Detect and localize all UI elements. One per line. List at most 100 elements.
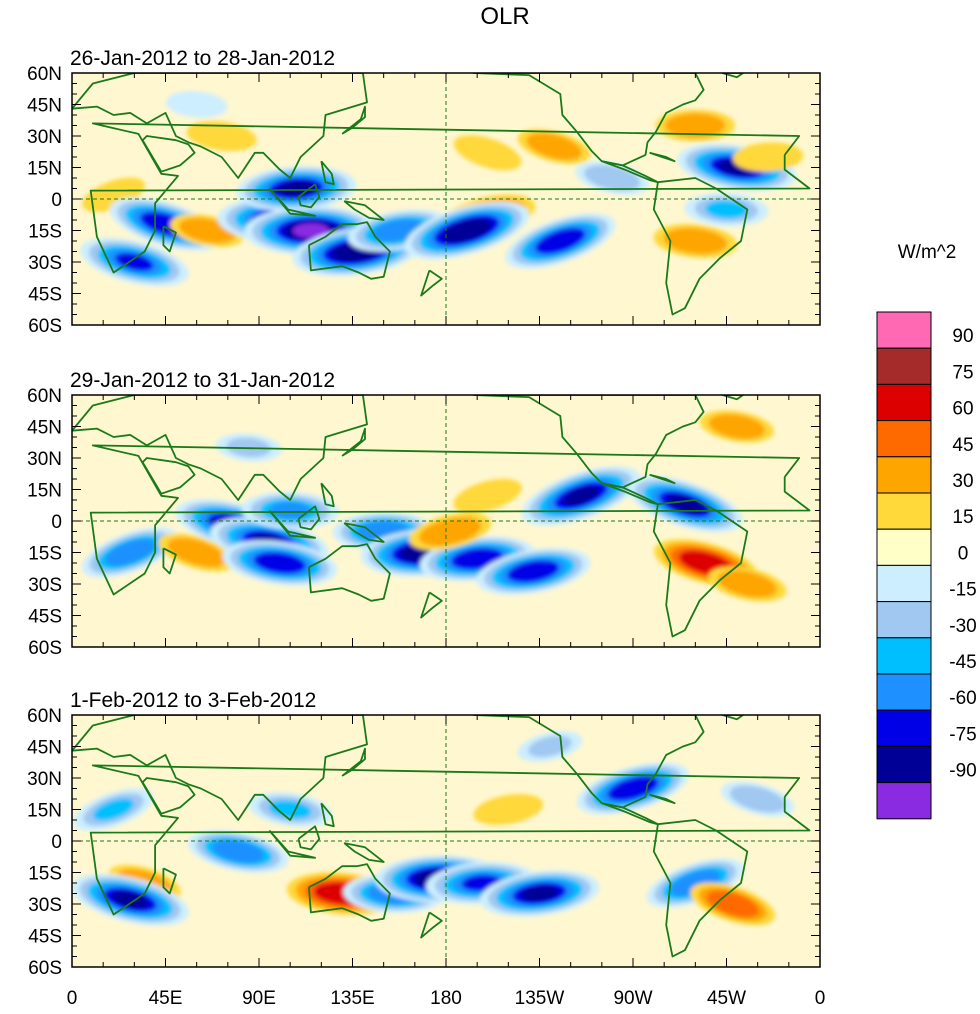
coastline-namerica xyxy=(472,395,705,489)
anomaly-feature xyxy=(332,512,435,551)
anomaly-contour xyxy=(459,551,495,567)
coastline-australia xyxy=(308,863,391,922)
anomaly-feature xyxy=(684,192,769,227)
coastline-arabia xyxy=(141,457,196,495)
lat-tick-label: 15N xyxy=(27,159,62,180)
anomaly-feature xyxy=(80,237,189,287)
longitude-axis: 0 45E 90E 135E 180 135W 90W 45W 0 xyxy=(67,988,826,1009)
coastline-samerica xyxy=(652,499,749,638)
lat-tick-label: 45S xyxy=(28,285,62,306)
anomaly-contour xyxy=(705,200,748,219)
lon-tick-label: 90W xyxy=(613,988,652,1009)
coastline-africa xyxy=(89,122,811,274)
colorbar-swatch xyxy=(876,745,932,784)
anomaly-contour xyxy=(261,555,298,571)
map-panel-2: 60N 45N 30N 15N 0 15S 30S 45S 60S 29-Jan-2012 to … xyxy=(27,369,821,659)
anomaly-contour xyxy=(112,543,148,562)
lat-tick-label: 45S xyxy=(28,607,62,628)
lat-tick-label: 60N xyxy=(27,386,62,407)
panel-date-label: 1-Feb-2012 to 3-Feb-2012 xyxy=(70,689,316,712)
colorbar-swatch xyxy=(876,347,932,385)
lat-tick-label: 45N xyxy=(27,418,62,439)
coastline-africa xyxy=(89,764,811,916)
anomaly-feature xyxy=(409,512,492,551)
coastline-australia xyxy=(308,543,391,602)
coastline-eurasia xyxy=(72,73,368,179)
coastline-africa xyxy=(89,444,811,596)
anomaly-contour xyxy=(515,563,551,580)
lon-tick-label: 0 xyxy=(815,988,826,1009)
anomaly-feature xyxy=(166,91,228,118)
coastline-japan xyxy=(341,747,366,777)
anomaly-contour xyxy=(176,542,217,563)
colorbar-swatch xyxy=(876,492,932,530)
anomaly-contour xyxy=(268,800,312,819)
lat-tick-label: 30S xyxy=(28,895,62,916)
anomaly-contour xyxy=(464,140,511,165)
coastline-arabia xyxy=(141,135,196,173)
coastline-philippines xyxy=(320,160,335,186)
lat-tick-label: 30S xyxy=(28,575,62,596)
lat-tick-label: 45N xyxy=(27,96,62,117)
coastline-madagascar xyxy=(162,225,177,253)
anomaly-contour xyxy=(92,183,135,207)
colorbar-swatch xyxy=(876,709,932,747)
coastline-greenland xyxy=(722,715,744,721)
colorbar-swatch xyxy=(876,420,932,458)
colorbar-swatch xyxy=(876,383,932,422)
lat-tick-label: 0 xyxy=(51,512,62,533)
lon-tick-label: 135E xyxy=(330,988,374,1009)
lon-tick-label: 135W xyxy=(515,988,565,1009)
map-panel-3: 60N 45N 30N 15N 0 15S 30S 45S 60S 1-Feb-2012 to 3… xyxy=(27,689,821,979)
coastlines xyxy=(72,715,811,958)
anomaly-feature xyxy=(222,540,338,586)
lat-tick-label: 45S xyxy=(28,927,62,948)
lat-tick-label: 30S xyxy=(28,253,62,274)
colorbar-swatch xyxy=(876,782,932,820)
colorbar: 90 75 60 45 30 15 0 -15 -30 -45 -60 -75 -90 xyxy=(876,311,977,820)
lat-tick-label: 30N xyxy=(27,449,62,470)
anomaly-contour xyxy=(93,798,134,821)
colorbar-swatch xyxy=(876,456,932,494)
anomaly-contour xyxy=(667,495,703,514)
lon-tick-label: 90E xyxy=(242,988,276,1009)
colorbar-level-label: -15 xyxy=(949,580,976,601)
anomaly-contour xyxy=(220,843,257,860)
lat-tick-label: 60S xyxy=(28,638,62,659)
anomaly-contour xyxy=(677,873,713,893)
coastline-madagascar xyxy=(162,867,177,895)
anomaly-feature xyxy=(479,870,600,917)
colorbar-swatch xyxy=(876,564,932,603)
anomaly-contour xyxy=(380,222,417,239)
anomaly-feature xyxy=(404,201,530,260)
coastline-newguinea xyxy=(343,522,385,543)
colorbar-swatch xyxy=(876,311,932,349)
coastline-japan xyxy=(341,105,366,135)
anomaly-feature xyxy=(473,793,544,826)
lon-tick-label: 180 xyxy=(430,988,462,1009)
anomaly-feature xyxy=(721,781,795,817)
coastline-namerica xyxy=(472,715,705,809)
coastline-philippines xyxy=(320,482,335,508)
anomaly-contour xyxy=(449,222,484,239)
anomaly-feature xyxy=(236,165,357,212)
colorbar-level-label: 90 xyxy=(952,326,973,347)
lat-tick-label: 60N xyxy=(27,64,62,85)
lat-tick-label: 30N xyxy=(27,127,62,148)
coastline-seasia1 xyxy=(268,509,316,539)
anomaly-contour xyxy=(562,486,600,506)
anomaly-contour xyxy=(521,885,558,902)
anomaly-feature xyxy=(521,466,641,526)
panel-date-label: 26-Jan-2012 to 28-Jan-2012 xyxy=(70,47,335,70)
coastline-caribbean xyxy=(649,151,676,163)
anomaly-feature xyxy=(453,478,522,513)
coastline-seasia1 xyxy=(268,829,316,859)
anomaly-contour xyxy=(593,168,632,188)
anomaly-contour xyxy=(112,891,149,909)
anomaly-contour xyxy=(429,521,472,542)
colorbar-units: W/m^2 xyxy=(898,242,957,263)
anomaly-feature xyxy=(73,788,154,831)
colorbar-level-label: 30 xyxy=(952,471,973,492)
colorbar-level-label: 15 xyxy=(952,507,973,528)
anomaly-contour xyxy=(727,574,768,594)
